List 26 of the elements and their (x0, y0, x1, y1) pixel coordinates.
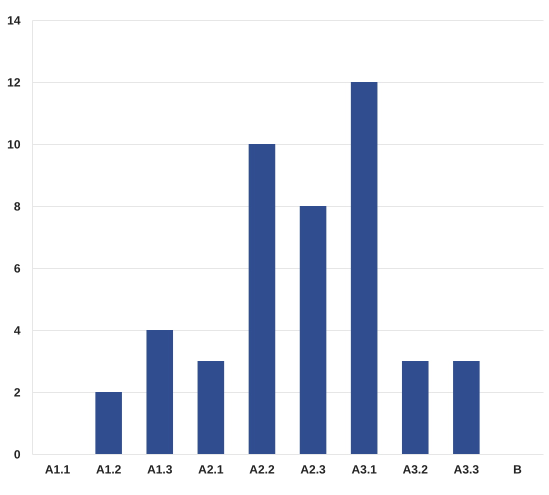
x-tick-label: A2.3 (300, 462, 326, 476)
x-tick-label: A2.2 (249, 462, 275, 476)
bar (95, 392, 122, 454)
x-tick-label: A3.3 (454, 462, 480, 476)
bar (453, 361, 480, 454)
x-tick-label: A2.1 (198, 462, 224, 476)
y-tick-label: 10 (7, 138, 21, 152)
y-tick-label: 12 (7, 76, 21, 90)
bar (402, 361, 429, 454)
y-tick-label: 6 (14, 262, 21, 276)
y-tick-label: 14 (7, 14, 21, 28)
x-tick-label: A1.2 (96, 462, 122, 476)
x-tick-label: A3.2 (402, 462, 428, 476)
bar (350, 82, 378, 454)
bar (300, 206, 326, 454)
x-tick-label: A1.1 (44, 462, 71, 476)
bar (198, 361, 224, 454)
x-tick-label: A1.3 (147, 462, 173, 476)
bar (248, 144, 276, 454)
y-tick-label: 8 (14, 200, 21, 214)
y-tick-label: 4 (14, 324, 21, 338)
x-tick-label: B (513, 462, 522, 476)
y-tick-label: 0 (14, 448, 21, 462)
x-tick-label: A3.1 (351, 462, 378, 476)
bar (146, 330, 174, 454)
y-tick-label: 2 (14, 386, 21, 400)
